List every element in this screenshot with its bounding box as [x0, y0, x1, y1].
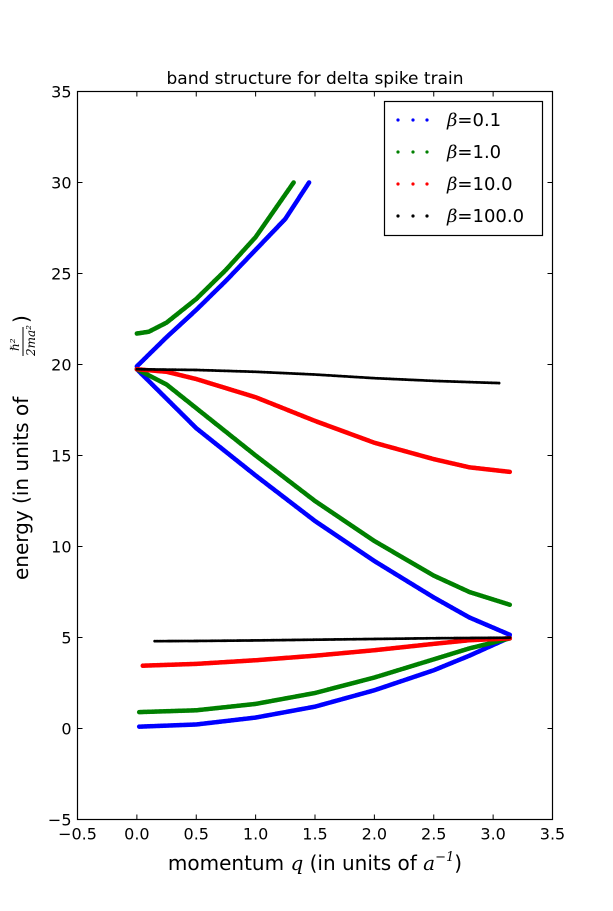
band-2	[135, 367, 501, 385]
legend-marker	[411, 214, 415, 218]
y-tick-label: 25	[51, 265, 71, 284]
y-tick-label: 15	[51, 447, 71, 466]
legend-marker	[411, 150, 415, 154]
legend-marker	[396, 150, 400, 154]
data-point	[306, 180, 312, 185]
x-tick-label: 3.5	[540, 825, 565, 844]
y-tick-label: 20	[51, 356, 71, 375]
x-tick-label: 0.5	[184, 825, 209, 844]
x-axis-label-var: q	[290, 851, 303, 875]
y-tick-label: 5	[61, 629, 71, 648]
band-1	[140, 636, 513, 669]
legend-label: β=0.1	[446, 110, 501, 131]
data-point	[507, 632, 513, 638]
legend-symbol: β	[446, 110, 457, 131]
y-tick-label: 10	[51, 538, 71, 557]
x-axis-label-unit: a	[423, 851, 435, 875]
legend-label: β=1.0	[446, 142, 501, 163]
y-tick-label: 30	[51, 174, 71, 193]
band-1	[136, 636, 513, 715]
y-axis-label-numerator: ℏ²	[8, 338, 22, 351]
y-tick-label: 35	[51, 83, 71, 102]
legend-entry: β=0.1	[396, 110, 501, 131]
data-point	[291, 180, 296, 185]
plot-area	[134, 180, 513, 729]
y-axis-label: energy (in units of ℏ² 2ma² )	[8, 315, 38, 580]
x-axis-label-prefix: momentum	[168, 851, 291, 875]
series-β=0.1	[134, 180, 513, 729]
band-2	[134, 366, 513, 608]
x-tick-label: 1.5	[302, 825, 327, 844]
legend-symbol: β	[446, 206, 457, 227]
legend-value: =100.0	[457, 206, 524, 227]
chart-title: band structure for delta spike train	[166, 69, 463, 89]
legend-value: =10.0	[457, 174, 512, 195]
legend-marker	[396, 214, 400, 218]
data-point	[507, 469, 513, 475]
legend-entry: β=10.0	[396, 174, 513, 195]
data-point	[508, 636, 512, 640]
series-β=100.0	[135, 367, 512, 643]
x-tick-label: 0.0	[124, 825, 149, 844]
legend-entry: β=100.0	[396, 206, 524, 227]
band-2	[134, 366, 513, 638]
legend-marker	[411, 118, 415, 122]
x-axis-label-exponent: −1	[435, 850, 454, 865]
x-tick-label: 2.0	[362, 825, 387, 844]
legend-symbol: β	[446, 174, 457, 195]
legend-label: β=100.0	[446, 206, 524, 227]
legend-marker	[396, 118, 400, 122]
legend-label: β=10.0	[446, 174, 513, 195]
band-3	[134, 180, 296, 336]
band-2	[134, 366, 513, 475]
x-axis-label: momentum q (in units of a−1)	[168, 850, 462, 875]
data-point	[507, 602, 513, 608]
legend-marker	[396, 182, 400, 186]
legend-symbol: β	[446, 142, 457, 163]
legend-value: =1.0	[457, 142, 501, 163]
y-axis-label-suffix: )	[9, 315, 33, 323]
x-tick-label: 3.0	[480, 825, 505, 844]
legend-entry: β=1.0	[396, 142, 501, 163]
x-tick-label: 2.5	[421, 825, 446, 844]
y-axis-label-prefix: energy (in units of	[9, 396, 33, 580]
x-tick-label: −0.5	[58, 825, 97, 844]
legend: β=0.1β=1.0β=10.0β=100.0	[383, 100, 544, 237]
axis-ticks: −0.5 0.0 0.5 1.0 1.5 2.0 2.5 3.0 3.5 −5 0 5 10 15 20 25…	[48, 83, 565, 844]
x-axis-label-middle: (in units of	[303, 851, 423, 875]
data-point	[497, 381, 501, 385]
band-1	[136, 635, 513, 729]
legend-marker	[425, 182, 429, 186]
legend-marker	[425, 214, 429, 218]
y-tick-label: 0	[61, 720, 71, 739]
y-tick-label: −5	[48, 811, 72, 830]
series-β=10.0	[134, 366, 513, 669]
series-β=1.0	[134, 180, 513, 715]
legend-marker	[411, 182, 415, 186]
legend-box	[383, 100, 544, 237]
x-tick-label: 1.0	[243, 825, 268, 844]
y-axis-label-denominator: 2ma²	[24, 325, 38, 357]
legend-marker	[425, 150, 429, 154]
legend-marker	[425, 118, 429, 122]
band-1	[153, 636, 512, 643]
legend-value: =0.1	[457, 110, 501, 131]
x-axis-label-suffix: )	[454, 851, 462, 875]
band-3	[134, 180, 312, 369]
